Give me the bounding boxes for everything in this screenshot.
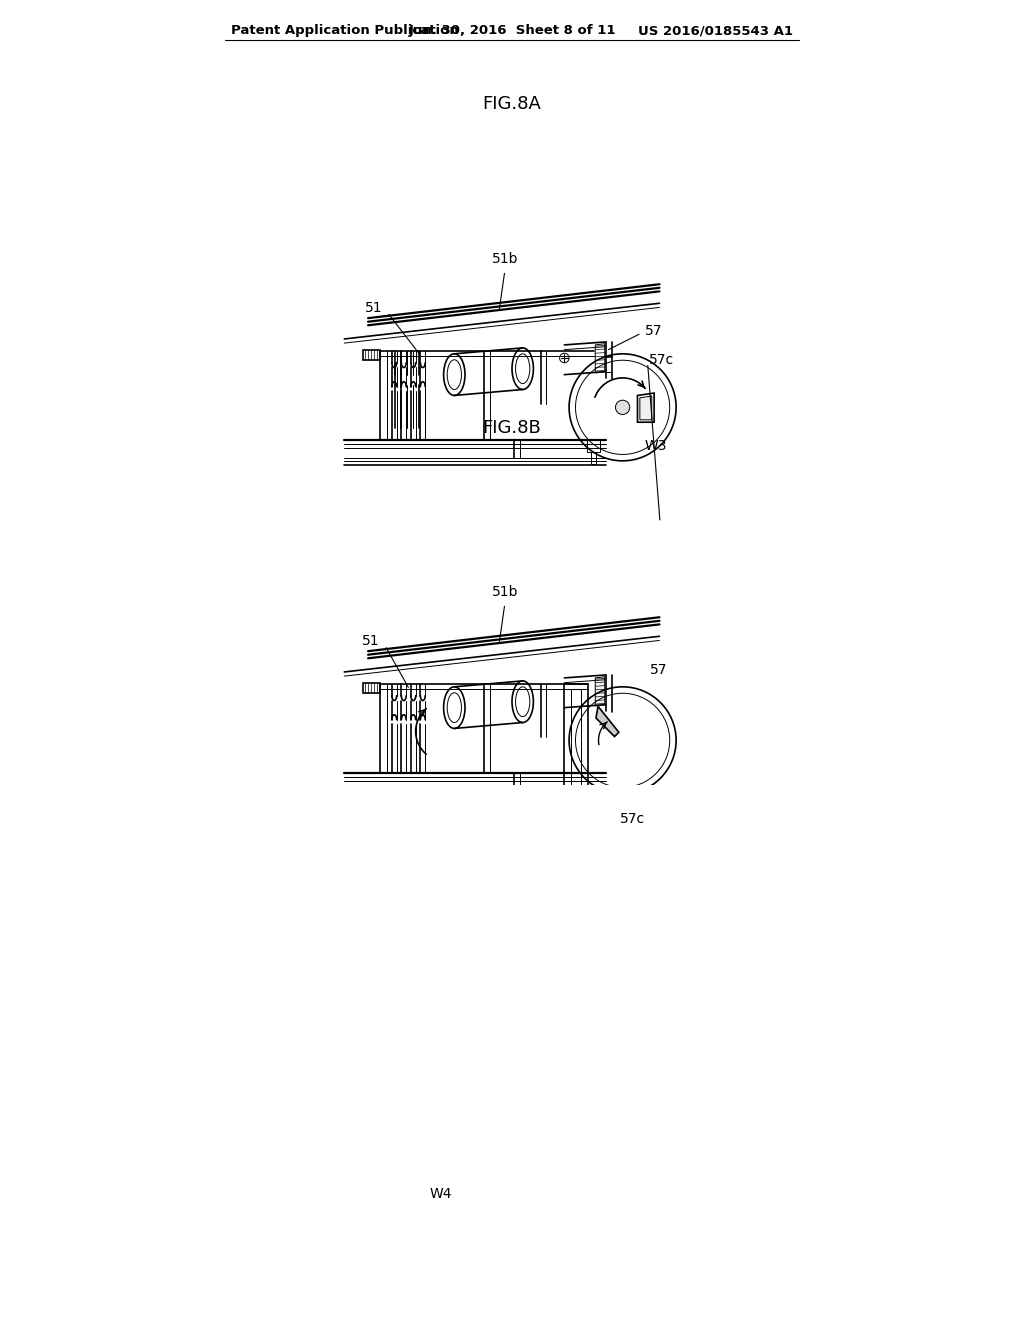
Text: 51: 51 xyxy=(366,301,383,315)
Text: 57c: 57c xyxy=(621,812,645,826)
Text: 51: 51 xyxy=(362,634,380,648)
Polygon shape xyxy=(596,706,618,737)
Polygon shape xyxy=(640,396,651,420)
Text: US 2016/0185543 A1: US 2016/0185543 A1 xyxy=(638,25,793,37)
Polygon shape xyxy=(595,677,605,706)
Text: 51b: 51b xyxy=(492,252,518,267)
Circle shape xyxy=(615,400,630,414)
Text: W4: W4 xyxy=(429,1188,452,1201)
Text: 51b: 51b xyxy=(492,585,518,599)
Text: 57: 57 xyxy=(650,663,668,677)
Text: FIG.8B: FIG.8B xyxy=(482,420,542,437)
Text: Jun. 30, 2016  Sheet 8 of 11: Jun. 30, 2016 Sheet 8 of 11 xyxy=(409,25,615,37)
Text: W3: W3 xyxy=(644,440,667,453)
Text: 57c: 57c xyxy=(649,352,675,367)
Text: FIG.8A: FIG.8A xyxy=(482,95,542,114)
Text: Patent Application Publication: Patent Application Publication xyxy=(231,25,459,37)
Text: 57: 57 xyxy=(644,325,663,338)
